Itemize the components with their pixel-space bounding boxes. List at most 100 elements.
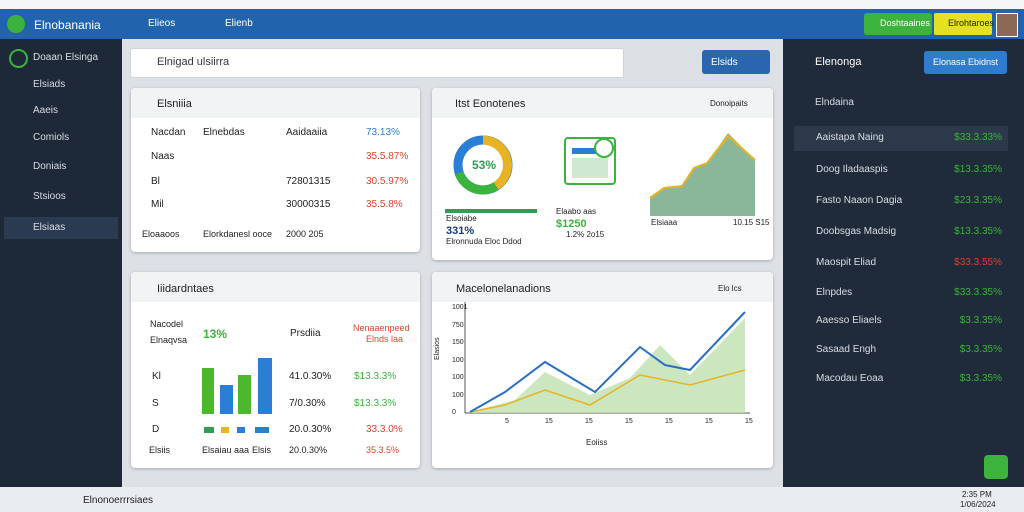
x-axis-label: 15	[625, 418, 633, 425]
x-axis-label: 15	[585, 418, 593, 425]
logo	[7, 15, 25, 33]
column-label: Prsdiia	[290, 328, 321, 339]
row-value: 30.5.97%	[366, 176, 409, 187]
kpi-value: 13%	[203, 327, 228, 341]
top-button[interactable]	[864, 13, 932, 35]
list-value: $3.3.35%	[959, 315, 1002, 326]
menu-item[interactable]: Elieos	[148, 18, 176, 29]
x-axis-label: 15	[545, 418, 553, 425]
taskbar	[0, 487, 1024, 512]
x-axis-label: 15	[705, 418, 713, 425]
sidebar-item[interactable]: Doaan Elsinga	[33, 52, 99, 63]
footer-label: 2000 205	[286, 229, 324, 239]
list-item[interactable]: Maospit Eliad	[816, 257, 877, 268]
card-title: Itst Eonotenes	[455, 98, 526, 110]
avatar[interactable]	[996, 13, 1018, 37]
sidebar-item[interactable]: Aaeis	[33, 105, 59, 116]
row-label: Naas	[151, 151, 175, 162]
menu-item[interactable]: Elienb	[225, 18, 253, 29]
date: 1/06/2024	[960, 500, 996, 509]
card-title: Elsniiia	[157, 98, 192, 110]
footer-label: Elsaiau aaa	[202, 445, 250, 455]
kpi-label: Nacodel	[150, 319, 184, 329]
list-value: $33.3.35%	[954, 287, 1002, 298]
table-header: Elnebdas	[203, 127, 245, 138]
sidebar-item[interactable]: Comiols	[33, 132, 70, 143]
row-value: 35.5.8%	[366, 199, 403, 210]
sidebar-item[interactable]: Elsiaas	[33, 222, 66, 233]
stat-label: Elaabo aas	[556, 207, 597, 216]
table-header: 73.13%	[366, 127, 400, 138]
table-header: Nacdan	[151, 127, 186, 138]
column-label: Elnds laa	[366, 334, 404, 344]
footer-label: Elsiis	[149, 445, 171, 455]
chip[interactable]: Elo lcs	[718, 284, 742, 293]
sidebar-item[interactable]: Elsiads	[33, 79, 66, 90]
y-axis-label: 100	[452, 356, 464, 364]
list-item[interactable]: Aaistapa Naing	[816, 132, 884, 143]
list-item[interactable]: Fasto Naaon Dagia	[816, 195, 903, 206]
y-axis-label: 100	[452, 391, 464, 399]
sidebar	[0, 39, 122, 487]
card-graphics	[202, 358, 272, 433]
card	[131, 88, 420, 252]
search-box[interactable]	[130, 48, 624, 78]
badge[interactable]: Donoipaits	[710, 99, 748, 108]
row-highlight	[794, 126, 1008, 151]
list-item[interactable]: Macodau Eoaa	[816, 373, 884, 384]
row-value: 41.0.30%	[289, 371, 332, 382]
card	[131, 272, 420, 468]
list-value: $13.3.35%	[954, 226, 1002, 237]
card-graphics	[445, 133, 756, 216]
title-strip	[0, 0, 1024, 9]
card-title: Macelonelanadions	[456, 283, 551, 295]
footer-label: Elorkdanesl ooce	[203, 229, 273, 239]
stat-note: Elronnuda Eloc Ddod	[446, 237, 522, 246]
list-value: $3.3.35%	[959, 344, 1002, 355]
panel-button[interactable]	[924, 51, 1007, 74]
row-value: $13.3.3%	[354, 371, 397, 382]
search-button[interactable]	[702, 50, 770, 74]
list-item[interactable]: Sasaad Engh	[816, 344, 877, 355]
row-value: $13.3.3%	[354, 398, 397, 409]
button-label[interactable]: Elonasa Ebidnst	[933, 57, 999, 67]
stat-value: 331%	[446, 225, 475, 237]
table-header: Aaidaaiia	[286, 127, 328, 138]
top-button[interactable]	[934, 13, 992, 35]
list-value: $13.3.35%	[954, 164, 1002, 175]
row-value: 7/0.30%	[289, 398, 326, 409]
list-item[interactable]: Doog Iladaaspis	[816, 164, 888, 175]
y-axis-label: 750	[452, 321, 464, 329]
search-placeholder[interactable]: Elnigad ulsiirra	[157, 56, 230, 68]
button-label[interactable]: Doshtaaines	[880, 18, 931, 28]
fab[interactable]	[984, 455, 1008, 479]
sidebar-active	[4, 217, 118, 239]
footer-label: 35.3.5%	[366, 445, 400, 455]
clock: 2:35 PM	[962, 490, 992, 499]
button-label[interactable]: Elrohtaroes	[948, 18, 995, 28]
list-value: $33.3.55%	[954, 257, 1002, 268]
stat-label: Elsiaaa	[651, 218, 678, 227]
sidebar-item[interactable]: Doniais	[33, 161, 67, 172]
card-title: Iiidardntaes	[157, 283, 214, 295]
kpi-label: Elnaqvsa	[150, 335, 188, 345]
row-label: S	[152, 398, 159, 409]
list-item[interactable]: Doobsgas Madsig	[816, 226, 897, 237]
row-amount: 30000315	[286, 199, 331, 210]
list-item[interactable]: Elnpdes	[816, 287, 853, 298]
sidebar-item[interactable]: Stsioos	[33, 191, 66, 202]
taskbar-search[interactable]: Elnonoerrrsiaes	[83, 495, 154, 506]
y-axis-label: 150	[452, 339, 464, 346]
button-label[interactable]: Elsids	[711, 57, 738, 68]
axis-title: Eoiiss	[586, 438, 608, 447]
list-value: $33.3.33%	[954, 132, 1002, 143]
list-value: $3.3.35%	[959, 373, 1002, 384]
top-bar	[0, 9, 1024, 39]
footer-label: Elsis	[252, 445, 272, 455]
row-amount: 72801315	[286, 176, 331, 187]
y-axis-label: 0	[452, 409, 456, 416]
list-item[interactable]: Aaesso Eliaels	[816, 315, 882, 326]
list-value: $23.3.35%	[954, 195, 1002, 206]
footer-label: 20.0.30%	[289, 445, 328, 455]
